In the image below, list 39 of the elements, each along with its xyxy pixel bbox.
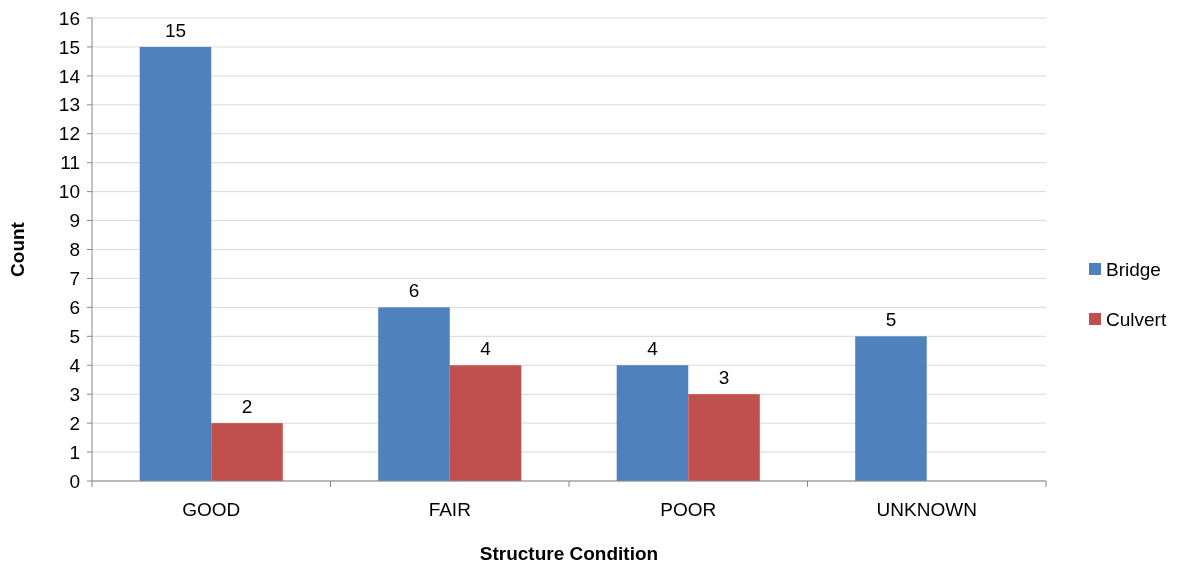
data-label: 4 <box>480 338 492 360</box>
data-label: 4 <box>647 338 659 360</box>
data-label: 3 <box>718 367 730 389</box>
legend-label: Bridge <box>1106 258 1161 280</box>
data-label: 2 <box>241 396 253 418</box>
y-tick-label: 4 <box>69 354 81 376</box>
data-label: 5 <box>885 309 897 331</box>
bar <box>139 46 212 481</box>
x-tick-label: UNKNOWN <box>876 499 977 520</box>
x-tick-label: POOR <box>660 499 717 520</box>
data-label: 6 <box>408 280 420 302</box>
y-tick-label: 10 <box>58 181 80 203</box>
y-tick-label: 3 <box>69 383 80 405</box>
y-tick-label: 13 <box>58 94 80 116</box>
y-tick-label: 0 <box>69 470 80 492</box>
x-axis-title: Structure Condition <box>479 543 659 564</box>
y-tick-label: 12 <box>58 123 80 145</box>
bar <box>449 365 522 481</box>
x-tick-label: GOOD <box>182 499 241 520</box>
bar <box>211 423 283 481</box>
y-tick-label: 16 <box>58 7 80 29</box>
y-tick-label: 7 <box>69 268 80 290</box>
y-axis-title: Count <box>7 221 28 277</box>
bar <box>378 307 450 481</box>
legend-label: Culvert <box>1106 308 1167 330</box>
bar <box>616 365 689 481</box>
y-tick-label: 14 <box>58 65 81 87</box>
data-label: 15 <box>164 19 187 41</box>
x-tick-label: FAIR <box>428 499 471 520</box>
y-tick-label: 15 <box>58 36 80 58</box>
y-tick-label: 5 <box>69 325 80 347</box>
y-tick-label: 11 <box>60 152 80 174</box>
y-tick-label: 8 <box>69 239 80 261</box>
y-tick-label: 1 <box>69 441 80 463</box>
bar <box>855 336 927 481</box>
y-tick-label: 9 <box>69 210 80 232</box>
bar <box>688 394 760 481</box>
y-tick-label: 6 <box>69 297 80 319</box>
y-tick-label: 2 <box>69 412 80 434</box>
